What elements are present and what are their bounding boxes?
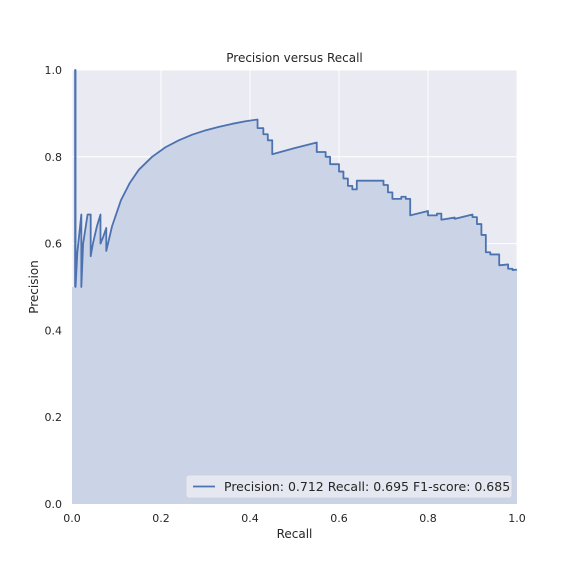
legend-box (185, 474, 513, 499)
x-tick-label: 1.0 (508, 512, 526, 525)
x-tick-label: 0.8 (419, 512, 437, 525)
y-tick-label: 0.6 (45, 238, 63, 251)
x-tick-label: 0.2 (152, 512, 170, 525)
legend-entry: Precision: 0.712 Recall: 0.695 F1-score:… (224, 479, 510, 494)
legend: Precision: 0.712 Recall: 0.695 F1-score:… (185, 474, 513, 499)
x-tick-label: 0.0 (63, 512, 81, 525)
y-tick-label: 0.8 (45, 151, 63, 164)
x-tick-label: 0.6 (330, 512, 348, 525)
series-area-fill (72, 70, 517, 504)
series-line (74, 69, 518, 288)
x-tick-label: 0.4 (241, 512, 259, 525)
y-tick-label: 0.0 (45, 498, 63, 511)
x-axis-label: Recall (277, 527, 313, 541)
y-tick-label: 0.2 (45, 411, 63, 424)
series-layer (72, 69, 518, 504)
y-tick-label: 0.4 (45, 324, 63, 337)
tick-labels: 0.0 0.2 0.4 0.6 0.8 1.0 0.0 0.2 0.4 0.6 0.8 1.0 (45, 64, 526, 525)
y-axis-label: Precision (27, 260, 41, 314)
y-tick-label: 1.0 (45, 64, 63, 77)
chart-title: Precision versus Recall (226, 51, 363, 65)
